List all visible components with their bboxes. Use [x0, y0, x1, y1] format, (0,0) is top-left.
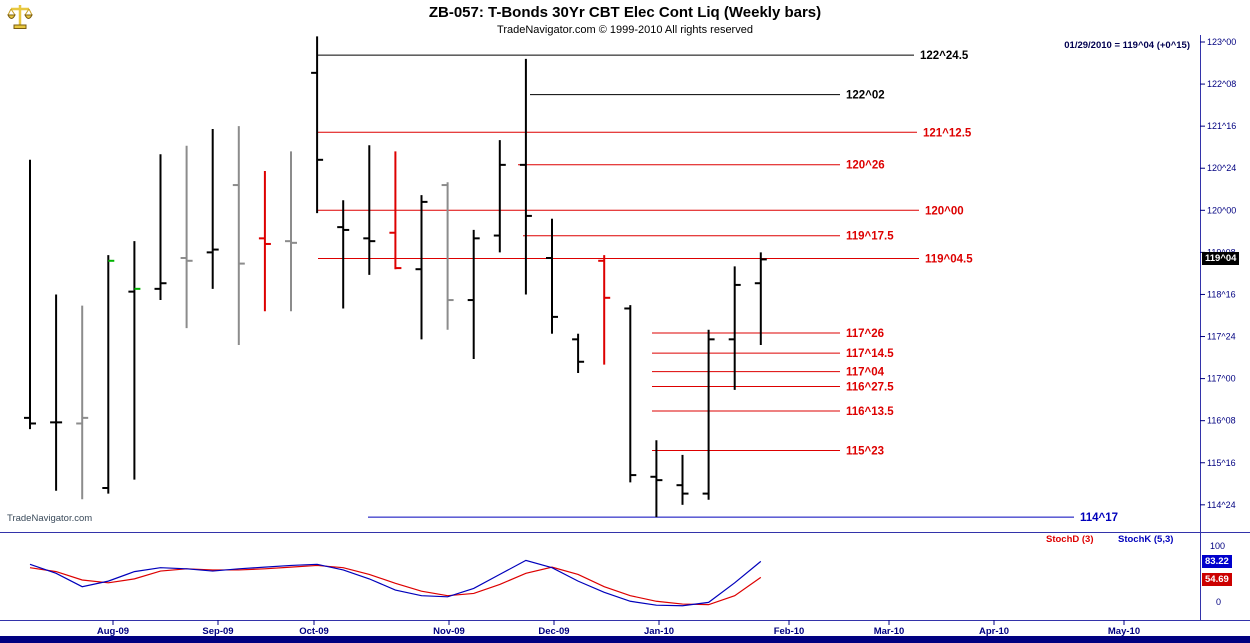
stochk-legend[interactable]: StochK (5,3) [1118, 534, 1174, 545]
stoch-axis-max-label: 100 [1210, 541, 1226, 551]
price-level-label: 122^02 [846, 90, 885, 102]
price-level-label: 122^24.5 [920, 50, 969, 62]
price-level-label: 117^14.5 [846, 348, 894, 360]
month-label: Dec-09 [538, 626, 569, 637]
price-axis-label: 121^16 [1207, 121, 1236, 131]
price-level-label: 117^04 [846, 367, 885, 379]
price-level-label: 117^26 [846, 328, 884, 340]
price-axis-label: 123^00 [1207, 37, 1236, 47]
price-axis-label: 120^00 [1207, 205, 1236, 215]
stochd-legend[interactable]: StochD (3) [1046, 534, 1094, 545]
stochd-value-box: 54.69 [1202, 573, 1232, 586]
price-level-label: 116^27.5 [846, 382, 894, 394]
month-label: Mar-10 [874, 626, 905, 637]
quote-info: 01/29/2010 = 119^04 (+0^15) [1064, 40, 1190, 51]
price-axis-label: 114^24 [1207, 500, 1236, 510]
price-axis-label: 117^00 [1207, 374, 1236, 384]
price-level-label: 121^12.5 [923, 127, 972, 139]
price-level-label: 119^17.5 [846, 231, 894, 243]
month-label: Apr-10 [979, 626, 1009, 637]
price-axis-label: 122^08 [1207, 79, 1236, 89]
price-axis-label: 116^08 [1207, 416, 1236, 426]
month-label: Aug-09 [97, 626, 129, 637]
month-label: Sep-09 [202, 626, 233, 637]
price-level-label: 120^26 [846, 160, 885, 172]
stoch-axis-min-label: 0 [1216, 597, 1222, 607]
month-label: Oct-09 [299, 626, 329, 637]
month-label: Feb-10 [774, 626, 805, 637]
month-label: May-10 [1108, 626, 1140, 637]
stochd-line [29, 564, 762, 606]
chart-title: ZB-057: T-Bonds 30Yr CBT Elec Cont Liq (… [428, 4, 822, 21]
price-level-label: 119^04.5 [925, 253, 973, 265]
last-price-box: 119^04 [1202, 252, 1240, 265]
price-level-label: 114^17 [1080, 512, 1118, 524]
month-label: Nov-09 [433, 626, 465, 637]
price-level-label: 116^13.5 [846, 406, 894, 418]
month-label: Jan-10 [644, 626, 674, 637]
stochk-line [29, 559, 762, 607]
app-logo-icon [6, 2, 34, 32]
price-axis-label: 120^24 [1207, 163, 1236, 173]
watermark: TradeNavigator.com [7, 513, 93, 524]
price-level-label: 115^23 [846, 445, 884, 457]
bottom-bar [0, 636, 1250, 643]
price-level-label: 120^00 [925, 205, 964, 217]
stochk-value-box: 83.22 [1202, 555, 1232, 568]
price-axis-label: 117^24 [1207, 332, 1236, 342]
price-axis-label: 115^16 [1207, 458, 1236, 468]
chart-subtitle: TradeNavigator.com © 1999-2010 All right… [497, 24, 753, 36]
price-axis-label: 118^16 [1207, 289, 1236, 299]
